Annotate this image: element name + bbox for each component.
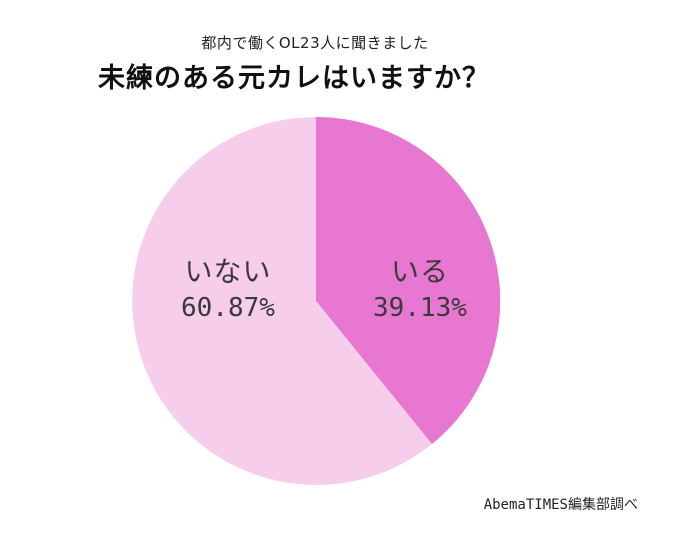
pie-slice-no <box>132 117 432 485</box>
slice-label-yes-value: 39.13% <box>373 293 467 323</box>
chart-subtitle: 都内で働くOL23人に聞きました <box>0 32 676 53</box>
pie-slice-yes <box>316 116 501 444</box>
slice-label-no-name: いない <box>184 255 272 288</box>
slice-label-yes-name: いる <box>390 255 449 288</box>
chart-subtitle-text: 都内で働くOL23人に聞きました <box>201 34 429 52</box>
chart-title: 未練のある元カレはいますか？ <box>98 63 490 94</box>
slice-label-no-value: 60.87% <box>181 293 275 323</box>
slice-label-yes: いる 39.13% <box>360 254 480 326</box>
slice-label-no: いない 60.87% <box>168 254 288 326</box>
source-note: AbemaTIMES編集部調べ <box>483 497 638 513</box>
